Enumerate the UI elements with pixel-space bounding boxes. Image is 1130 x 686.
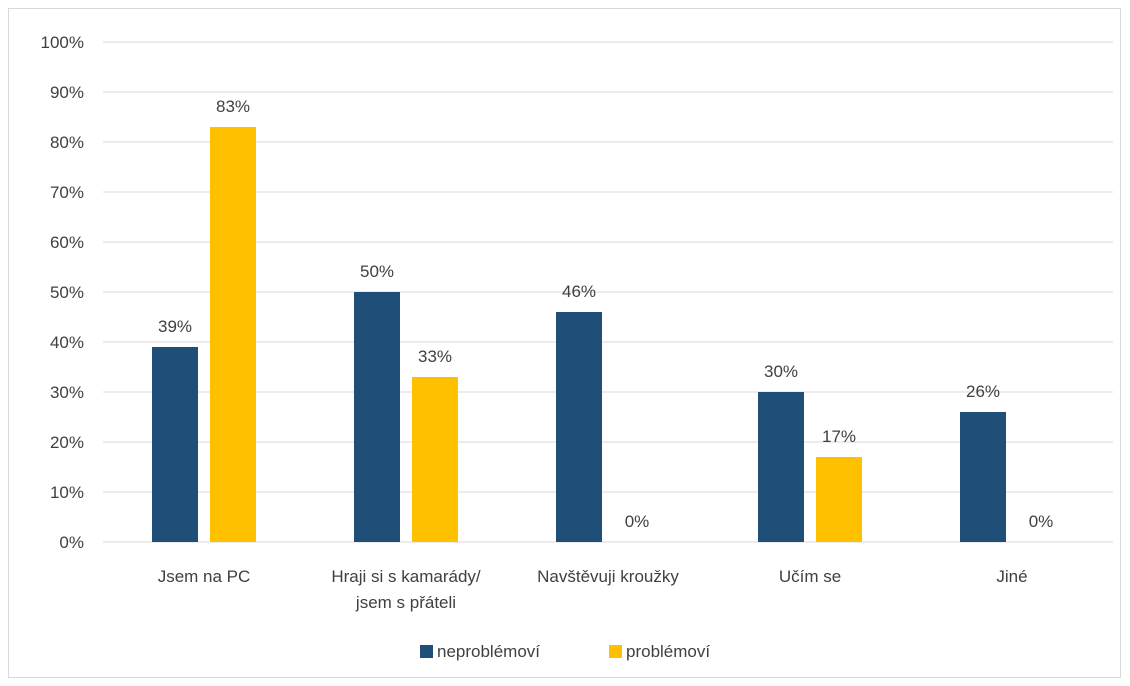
bar-problemovi <box>412 377 458 542</box>
y-tick-label: 10% <box>50 483 84 502</box>
y-axis-ticks: 0% 10% 20% 30% 40% 50% 60% 70% 80% 90% 100% <box>41 33 84 552</box>
bar-problemovi <box>816 457 862 542</box>
bar-problemovi <box>210 127 256 542</box>
y-tick-label: 100% <box>41 33 84 52</box>
legend-swatch-neproblemovi <box>420 645 433 658</box>
data-label: 46% <box>562 282 596 301</box>
data-label: 83% <box>216 97 250 116</box>
category-label: Jiné <box>996 567 1027 586</box>
data-label: 17% <box>822 427 856 446</box>
bar-neproblemovi <box>556 312 602 542</box>
x-axis-labels: Jsem na PC Hraji si s kamarády/jsem s přá… <box>158 567 1028 612</box>
category-label-line: Učím se <box>779 567 841 586</box>
category-label-line: Hraji si s kamarády/ <box>331 567 481 586</box>
gridlines <box>103 41 1113 543</box>
category-label-line: Jsem na PC <box>158 567 251 586</box>
data-label: 26% <box>966 382 1000 401</box>
y-tick-label: 30% <box>50 383 84 402</box>
bar-neproblemovi <box>758 392 804 542</box>
bars <box>152 127 1006 542</box>
y-tick-label: 50% <box>50 283 84 302</box>
data-label: 50% <box>360 262 394 281</box>
bar-neproblemovi <box>354 292 400 542</box>
category-label: Jsem na PC <box>158 567 251 586</box>
category-label: Učím se <box>779 567 841 586</box>
data-label: 33% <box>418 347 452 366</box>
y-tick-label: 40% <box>50 333 84 352</box>
legend: neproblémoví problémoví <box>420 642 710 661</box>
data-label: 30% <box>764 362 798 381</box>
category-label-line: Navštěvuji kroužky <box>537 567 679 586</box>
category-label: Navštěvuji kroužky <box>537 567 679 586</box>
bar-neproblemovi <box>152 347 198 542</box>
category-label: Hraji si s kamarády/jsem s přáteli <box>331 567 481 612</box>
legend-label: neproblémoví <box>437 642 540 661</box>
y-tick-label: 20% <box>50 433 84 452</box>
y-tick-label: 80% <box>50 133 84 152</box>
category-label-line: Jiné <box>996 567 1027 586</box>
data-labels: 39% 83% 50% 33% 46% 0% 30% 17% 26% 0% <box>158 97 1053 531</box>
legend-label: problémoví <box>626 642 710 661</box>
data-label: 0% <box>1029 512 1054 531</box>
y-tick-label: 90% <box>50 83 84 102</box>
y-tick-label: 0% <box>59 533 84 552</box>
data-label: 39% <box>158 317 192 336</box>
bar-neproblemovi <box>960 412 1006 542</box>
category-label-line: jsem s přáteli <box>355 593 456 612</box>
y-tick-label: 70% <box>50 183 84 202</box>
y-tick-label: 60% <box>50 233 84 252</box>
legend-swatch-problemovi <box>609 645 622 658</box>
data-label: 0% <box>625 512 650 531</box>
